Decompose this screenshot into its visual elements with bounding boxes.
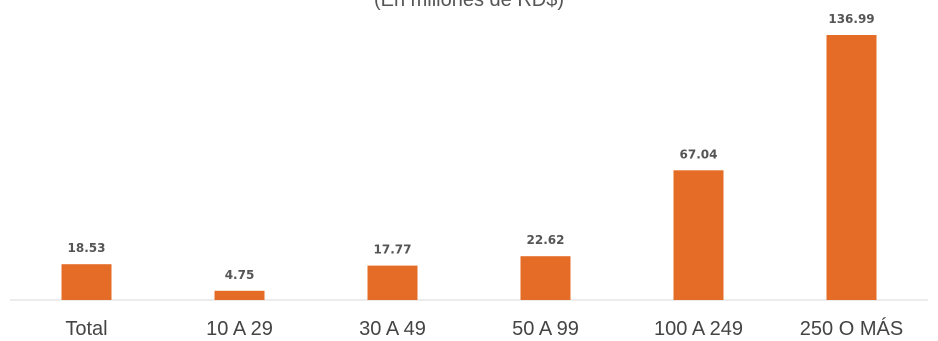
- bars-group: [61, 35, 877, 300]
- value-label-4: 67.04: [680, 147, 718, 161]
- chart-subtitle: (En millones de RD$): [374, 0, 564, 11]
- value-label-2: 17.77: [374, 243, 412, 257]
- bar-5: [826, 35, 877, 300]
- bar-2: [367, 265, 418, 300]
- category-labels-group: Total 10 A 29 30 A 49 50 A 99 100 A 249 250 O…: [65, 317, 903, 340]
- value-label-0: 18.53: [68, 241, 106, 255]
- bar-1: [214, 290, 265, 300]
- bar-4: [673, 170, 724, 300]
- category-label-4: 100 A 249: [654, 318, 743, 340]
- value-labels-group: 18.53 4.75 17.77 22.62 67.04 136.99: [68, 12, 875, 282]
- bar-3: [520, 256, 571, 300]
- category-label-2: 30 A 49: [359, 318, 426, 340]
- category-label-5: 250 O MÁS: [800, 317, 903, 340]
- category-label-0: Total: [65, 318, 107, 340]
- category-label-3: 50 A 99: [512, 318, 579, 340]
- category-label-1: 10 A 29: [206, 318, 273, 340]
- value-label-3: 22.62: [527, 233, 565, 247]
- value-label-5: 136.99: [828, 12, 874, 26]
- value-label-1: 4.75: [225, 268, 255, 282]
- bar-0: [61, 264, 112, 300]
